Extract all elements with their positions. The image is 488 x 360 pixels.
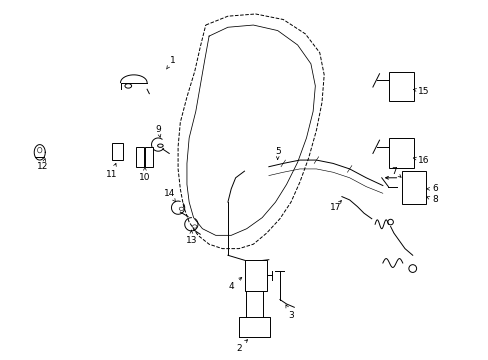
FancyBboxPatch shape: [389, 138, 413, 168]
Text: 6: 6: [431, 184, 437, 193]
Text: 8: 8: [431, 195, 437, 204]
Text: 7: 7: [390, 167, 396, 176]
Bar: [244, 260, 266, 291]
Text: 11: 11: [106, 170, 117, 179]
Text: 16: 16: [417, 156, 428, 165]
FancyBboxPatch shape: [389, 72, 413, 102]
Text: 12: 12: [37, 162, 49, 171]
Text: 10: 10: [139, 173, 150, 182]
Text: 15: 15: [417, 87, 428, 96]
Text: 2: 2: [236, 344, 241, 353]
Text: 4: 4: [228, 282, 234, 291]
Bar: [144, 147, 152, 167]
Bar: [401, 171, 425, 204]
Bar: [136, 147, 143, 167]
Text: 3: 3: [287, 311, 293, 320]
Text: 1: 1: [169, 56, 175, 65]
Text: 9: 9: [155, 125, 161, 134]
Text: 5: 5: [274, 147, 280, 156]
Text: 13: 13: [185, 237, 197, 246]
Bar: [111, 144, 122, 160]
Text: 17: 17: [329, 203, 340, 212]
Text: 14: 14: [163, 189, 175, 198]
